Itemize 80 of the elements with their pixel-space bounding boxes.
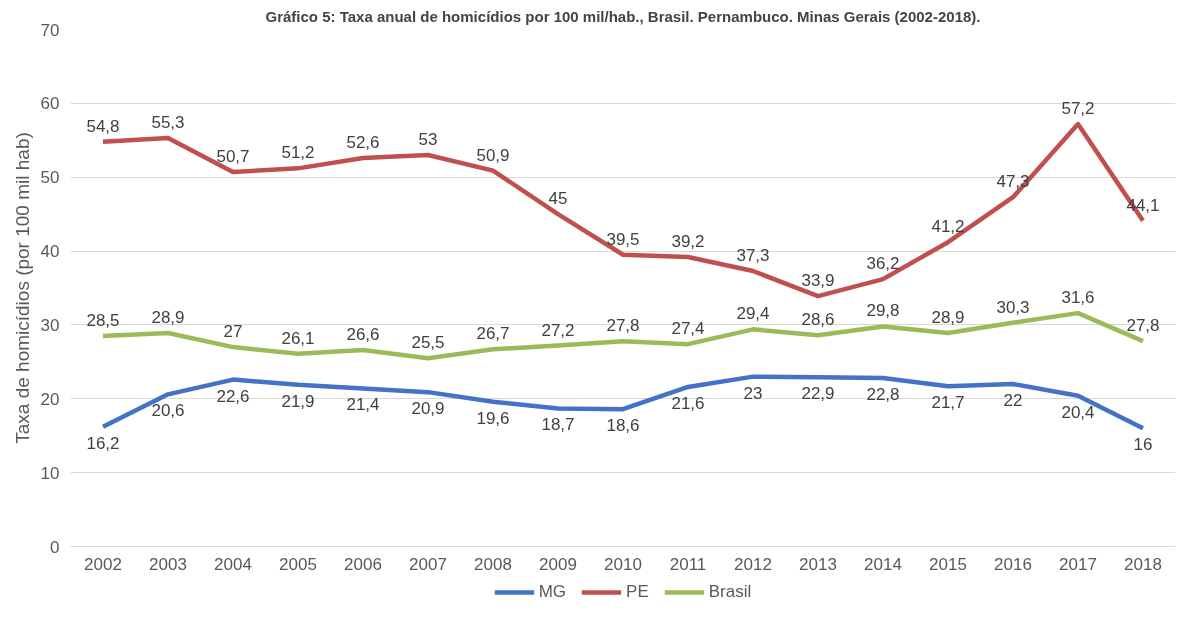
- line-series: [100, 374, 1146, 431]
- data-label: 41,2: [931, 217, 965, 237]
- x-tick-label: 2003: [149, 554, 187, 574]
- data-label: 50,7: [216, 147, 250, 167]
- data-label: 31,6: [1061, 288, 1095, 308]
- x-tick-label: 2006: [344, 554, 382, 574]
- data-label: 37,3: [736, 246, 770, 266]
- data-label: 20,4: [1061, 402, 1095, 422]
- y-tick-label: 10: [40, 463, 60, 483]
- data-label: 28,9: [151, 308, 185, 328]
- x-tick-label: 2012: [734, 554, 772, 574]
- data-label: 28,5: [86, 311, 120, 331]
- x-tick-label: 2005: [279, 554, 317, 574]
- x-tick-label: 2007: [409, 554, 447, 574]
- data-label: 54,8: [86, 116, 120, 136]
- data-label: 18,6: [606, 416, 640, 436]
- data-label: 39,2: [671, 231, 705, 251]
- data-label: 21,9: [281, 391, 315, 411]
- data-label: 30,3: [996, 297, 1030, 317]
- x-tick-label: 2008: [474, 554, 512, 574]
- data-label: 28,9: [931, 308, 965, 328]
- x-tick-label: 2004: [214, 554, 252, 574]
- y-tick-label: 70: [40, 20, 60, 40]
- data-label: 16: [1133, 435, 1153, 455]
- y-tick-label: 50: [40, 168, 60, 188]
- legend-label: PE: [626, 582, 649, 602]
- data-label: 21,7: [931, 393, 965, 413]
- data-label: 18,7: [541, 415, 575, 435]
- y-tick-label: 0: [50, 537, 60, 557]
- data-label: 26,1: [281, 328, 315, 348]
- x-tick-label: 2013: [799, 554, 837, 574]
- data-label: 27,2: [541, 320, 575, 340]
- data-label: 51,2: [281, 143, 315, 163]
- data-label: 23: [743, 383, 763, 403]
- x-tick-label: 2016: [994, 554, 1032, 574]
- x-tick-label: 2011: [669, 554, 707, 574]
- data-label: 57,2: [1061, 99, 1095, 119]
- data-label: 25,5: [411, 333, 445, 353]
- data-label: 28,6: [801, 310, 835, 330]
- data-label: 21,6: [671, 393, 705, 413]
- data-label: 19,6: [476, 408, 510, 428]
- data-label: 26,6: [346, 325, 380, 345]
- data-label: 16,2: [86, 433, 120, 453]
- y-tick-label: 30: [40, 315, 60, 335]
- data-label: 20,9: [411, 399, 445, 419]
- data-label: 36,2: [866, 254, 900, 274]
- data-label: 55,3: [151, 113, 185, 133]
- legend-label: Brasil: [708, 582, 752, 602]
- x-tick-label: 2014: [864, 554, 902, 574]
- data-label: 27,4: [671, 319, 705, 339]
- y-tick-label: 40: [40, 242, 60, 262]
- data-label: 45: [548, 189, 568, 209]
- data-label: 53: [418, 130, 438, 150]
- data-label: 29,8: [866, 301, 900, 321]
- y-axis-title: Taxa de homicídios (por 100 mil hab): [11, 132, 33, 444]
- x-tick-label: 2015: [929, 554, 967, 574]
- data-label: 20,6: [151, 401, 185, 421]
- data-label: 27,8: [1126, 316, 1160, 336]
- x-tick-label: 2017: [1059, 554, 1097, 574]
- x-tick-label: 2002: [84, 554, 122, 574]
- data-label: 52,6: [346, 133, 380, 153]
- legend-label: MG: [538, 582, 567, 602]
- data-label: 50,9: [476, 145, 510, 165]
- chart-title: Gráfico 5: Taxa anual de homicídios por 100 mil/hab., Brasil. Pernambuco. Minas Gerais (2002-2018).: [265, 7, 981, 25]
- data-label: 27: [223, 322, 243, 342]
- y-tick-label: 20: [40, 389, 60, 409]
- y-tick-label: 60: [40, 94, 60, 114]
- data-label: 33,9: [801, 271, 835, 291]
- data-label: 27,8: [606, 316, 640, 336]
- data-label: 39,5: [606, 229, 640, 249]
- data-label: 22,8: [866, 385, 900, 405]
- data-label: 29,4: [736, 304, 770, 324]
- data-label: 22,9: [801, 384, 835, 404]
- data-label: 22: [1003, 391, 1023, 411]
- x-tick-label: 2018: [1124, 554, 1162, 574]
- x-tick-label: 2010: [604, 554, 642, 574]
- data-label: 21,4: [346, 395, 380, 415]
- x-tick-label: 2009: [539, 554, 577, 574]
- data-label: 22,6: [216, 386, 250, 406]
- data-label: 26,7: [476, 324, 510, 344]
